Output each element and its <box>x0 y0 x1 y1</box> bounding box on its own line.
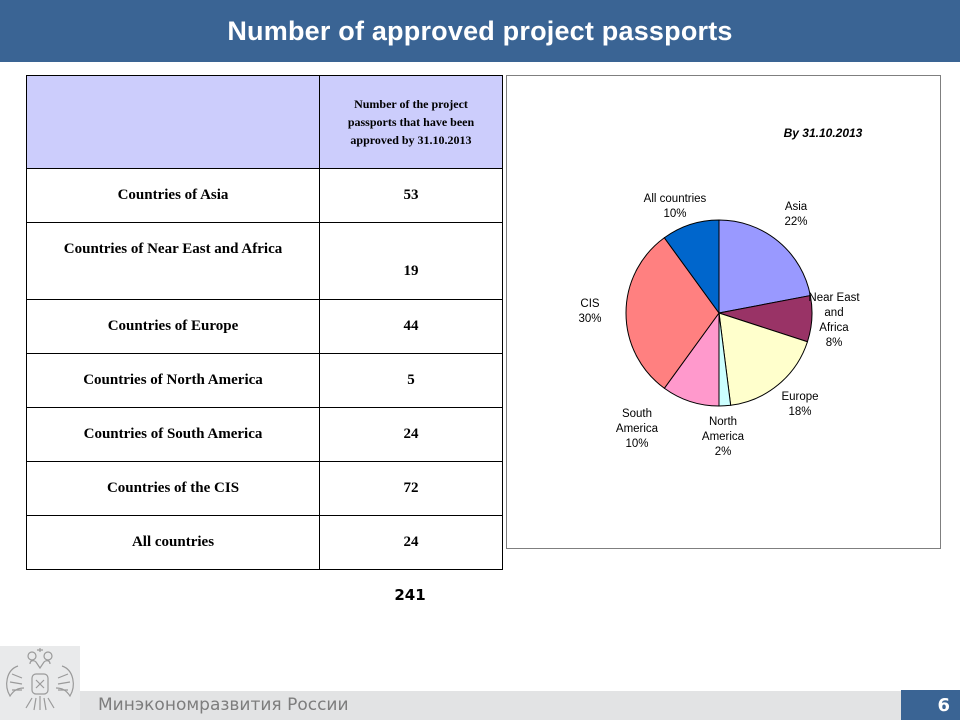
pie-slice-label: CIS 30% <box>578 298 601 325</box>
pie-slice-label: North America 2% <box>702 416 745 458</box>
table-header-cell: Number of the project passports that hav… <box>319 75 503 169</box>
emblem-box <box>0 646 80 720</box>
pie-slice-label: Asia 22% <box>784 201 807 228</box>
pie-slice <box>663 219 720 315</box>
page-title: Number of approved project passports <box>227 15 733 46</box>
row-name: Countries of Europe <box>26 299 320 354</box>
row-name: Countries of North America <box>26 353 320 408</box>
row-name: Countries of Near East and Africa <box>26 222 320 300</box>
table-header-row: Number of the project passports that hav… <box>26 75 503 169</box>
table-row: Countries of Asia 53 <box>26 168 503 223</box>
row-value: 44 <box>319 299 503 354</box>
row-name: Countries of the CIS <box>26 461 320 516</box>
table-header-empty-cell <box>26 75 320 169</box>
chart-title: By 31.10.2013 <box>784 126 863 140</box>
title-bar: Number of approved project passports <box>0 0 960 62</box>
table-row: Countries of South America 24 <box>26 407 503 462</box>
table-row: Countries of North America 5 <box>26 353 503 408</box>
pie-slice-label: Europe 18% <box>781 391 818 418</box>
table-row: Countries of Near East and Africa 19 <box>26 222 503 300</box>
row-value: 24 <box>319 515 503 570</box>
row-value: 24 <box>319 407 503 462</box>
row-name: All countries <box>26 515 320 570</box>
passports-table: Number of the project passports that hav… <box>26 75 503 570</box>
table-row: Countries of Europe 44 <box>26 299 503 354</box>
pie-chart: By 31.10.2013 Asia 22% Near East and Africa 8%… <box>578 126 863 458</box>
row-value-text: 19 <box>403 262 419 279</box>
row-value: 72 <box>319 461 503 516</box>
table-row: All countries 24 <box>26 515 503 570</box>
pie-slice-label: South America 10% <box>616 408 659 450</box>
pie-slice <box>718 312 809 406</box>
pie-slice-label: All countries 10% <box>644 193 707 220</box>
pie-chart-panel: By 31.10.2013 Asia 22% Near East and Africa 8%… <box>506 75 941 549</box>
pie-slice-label: Near East and Africa 8% <box>808 292 860 349</box>
pie-slice <box>718 219 811 314</box>
row-value: 5 <box>319 353 503 408</box>
row-name: Countries of Asia <box>26 168 320 223</box>
row-name: Countries of South America <box>26 407 320 462</box>
page-number: 6 <box>901 690 960 720</box>
table-header-label: Number of the project passports that hav… <box>347 97 475 147</box>
row-name-text: Countries of Near East and Africa <box>63 241 283 257</box>
footer-band <box>0 691 960 720</box>
pie-slice <box>625 237 720 389</box>
coat-of-arms-icon <box>6 648 74 711</box>
table-total: 241 <box>394 586 426 604</box>
row-value: 53 <box>319 168 503 223</box>
table-row: Countries of the CIS 72 <box>26 461 503 516</box>
row-value: 19 <box>319 222 503 300</box>
footer-org-name: Минэкономразвития России <box>98 695 349 715</box>
